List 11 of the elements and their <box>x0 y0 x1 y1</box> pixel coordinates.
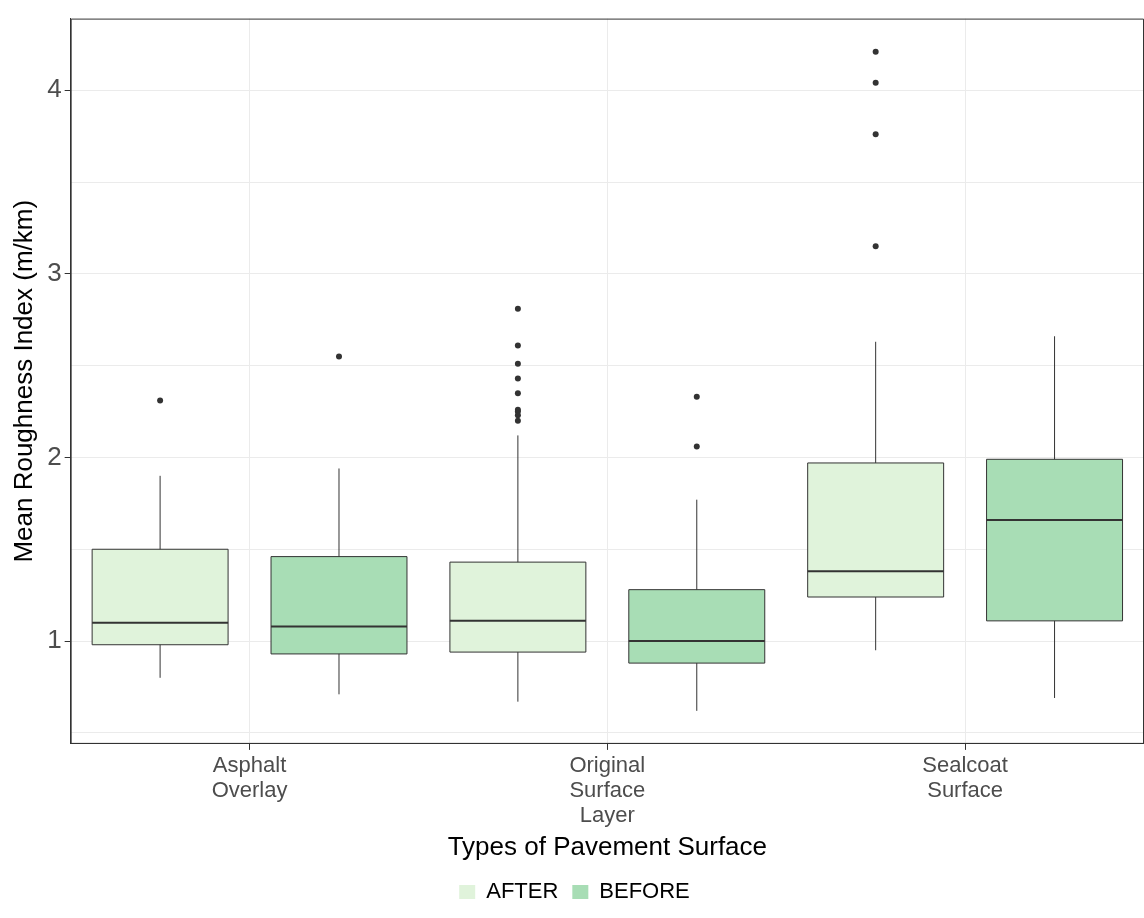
legend-label: AFTER <box>486 878 559 904</box>
y-tick-label: 4 <box>47 73 62 104</box>
y-tick-label: 1 <box>47 624 62 655</box>
y-tick-label: 2 <box>47 440 62 471</box>
legend-label: BEFORE <box>599 878 690 904</box>
y-tick-label: 3 <box>47 257 62 287</box>
x-tick-label: Original Surface Layer <box>569 751 646 828</box>
x-axis-title: Types of Pavement Surface <box>447 830 768 861</box>
y-axis-title: Mean Roughness Index (m/km) <box>7 199 38 563</box>
x-tick-label: Asphalt Overlay <box>211 751 288 802</box>
x-tick-label: Sealcoat Surface <box>922 751 1008 802</box>
